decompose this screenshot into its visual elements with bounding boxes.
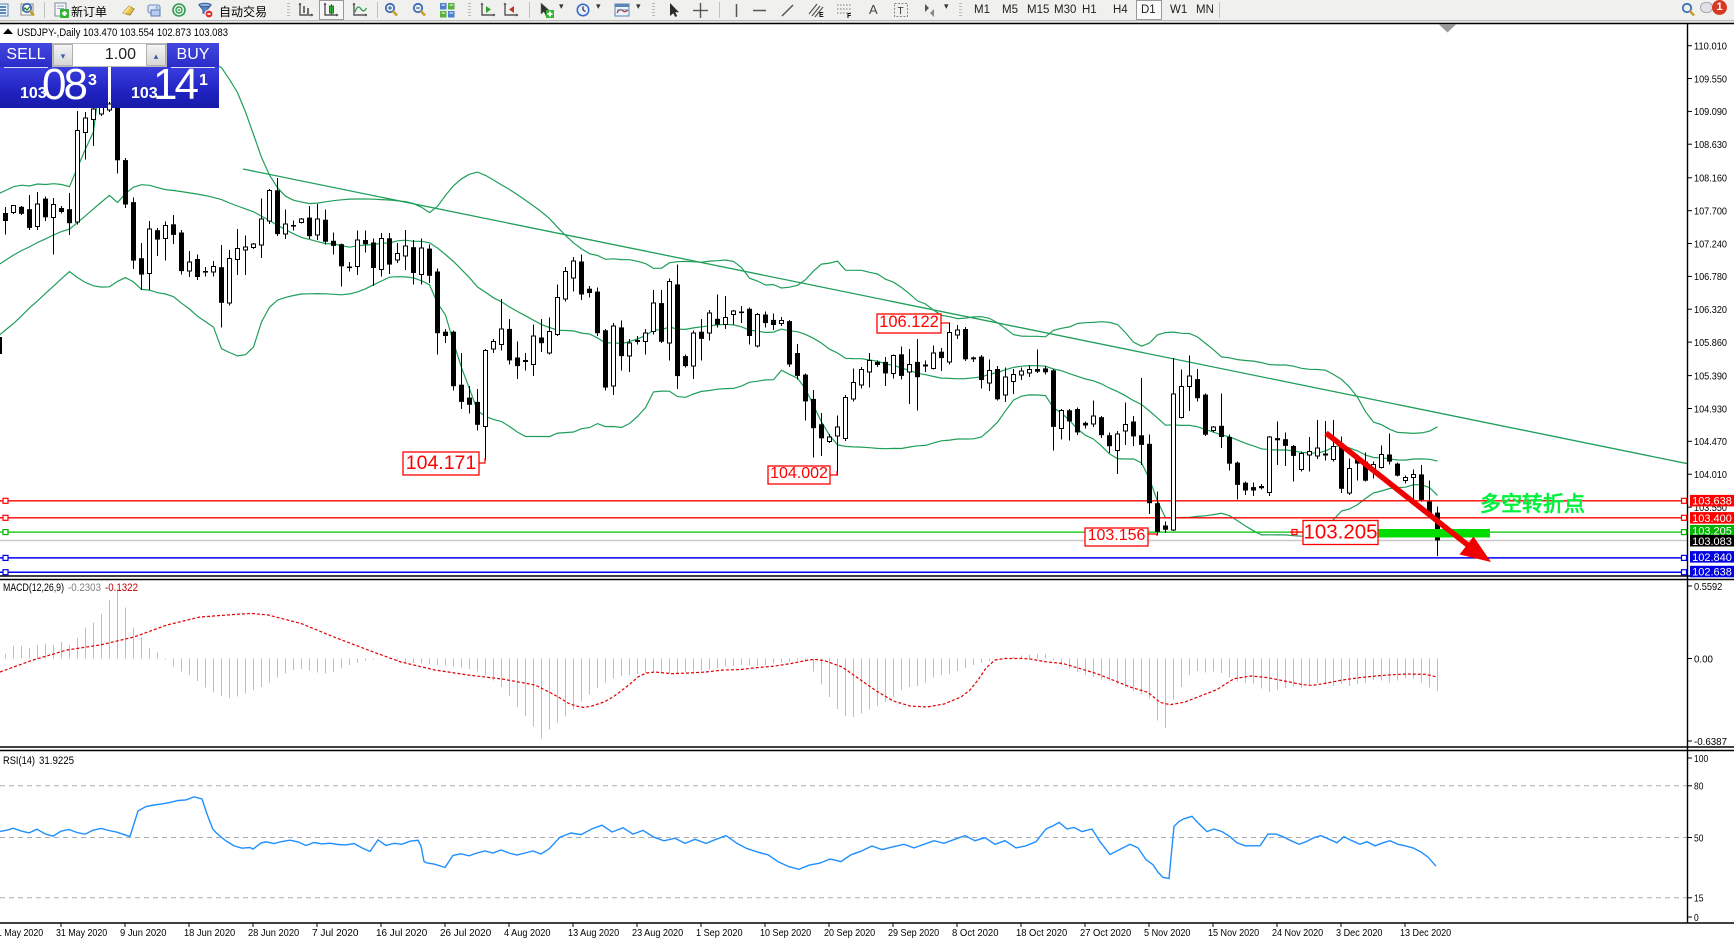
svg-text:105.390: 105.390 (1694, 370, 1727, 382)
svg-text:107.700: 107.700 (1694, 206, 1727, 218)
svg-text:104.010: 104.010 (1694, 469, 1727, 481)
svg-text:18 Oct 2020: 18 Oct 2020 (1016, 927, 1067, 939)
svg-text:103.400: 103.400 (1692, 513, 1732, 525)
svg-text:105.860: 105.860 (1694, 337, 1727, 349)
svg-text:24 Nov 2020: 24 Nov 2020 (1272, 927, 1323, 939)
svg-text:103.638: 103.638 (1692, 496, 1732, 508)
svg-text:USDJPY-,Daily 103.470 103.554: USDJPY-,Daily 103.470 103.554 102.873 10… (17, 27, 228, 39)
svg-text:103.205: 103.205 (1303, 521, 1377, 544)
svg-text:16 Jul 2020: 16 Jul 2020 (376, 927, 427, 939)
svg-text:RSI(14): RSI(14) (3, 755, 35, 767)
svg-text:9 Jun 2020: 9 Jun 2020 (120, 927, 167, 939)
svg-text:29 Sep 2020: 29 Sep 2020 (888, 927, 939, 939)
svg-text:102.638: 102.638 (1692, 567, 1732, 579)
svg-text:-0.2303: -0.2303 (68, 582, 101, 594)
svg-text:106.122: 106.122 (879, 313, 939, 331)
svg-text:8 Oct 2020: 8 Oct 2020 (952, 927, 999, 939)
svg-text:107.240: 107.240 (1694, 238, 1727, 250)
svg-text:104.930: 104.930 (1694, 403, 1727, 415)
svg-text:F: F (847, 13, 852, 19)
svg-text:5 Nov 2020: 5 Nov 2020 (1144, 927, 1191, 939)
svg-text:27 Oct 2020: 27 Oct 2020 (1080, 927, 1131, 939)
svg-text:110.010: 110.010 (1694, 41, 1727, 53)
svg-text:28 Jun 2020: 28 Jun 2020 (248, 927, 299, 939)
svg-text:15 Nov 2020: 15 Nov 2020 (1208, 927, 1259, 939)
svg-text:0: 0 (1694, 912, 1699, 924)
svg-text:80: 80 (1694, 781, 1704, 793)
svg-text:26 Jul 2020: 26 Jul 2020 (440, 927, 491, 939)
svg-text:-0.1322: -0.1322 (105, 582, 138, 594)
svg-text:15: 15 (1694, 893, 1704, 905)
svg-text:23 Aug 2020: 23 Aug 2020 (632, 927, 683, 939)
svg-text:100: 100 (1694, 753, 1708, 765)
svg-text:108.630: 108.630 (1694, 139, 1727, 151)
svg-text:1 Sep 2020: 1 Sep 2020 (696, 927, 743, 939)
svg-text:108.160: 108.160 (1694, 173, 1727, 185)
svg-text:7 Jul 2020: 7 Jul 2020 (312, 927, 359, 939)
svg-text:10 Sep 2020: 10 Sep 2020 (760, 927, 811, 939)
svg-text:E: E (819, 12, 824, 19)
svg-text:-0.6387: -0.6387 (1694, 736, 1727, 748)
svg-text:13 Dec 2020: 13 Dec 2020 (1400, 927, 1451, 939)
svg-text:13 Aug 2020: 13 Aug 2020 (568, 927, 619, 939)
svg-text:104.171: 104.171 (406, 452, 477, 474)
svg-text:104.002: 104.002 (770, 465, 828, 482)
svg-text:0.00: 0.00 (1694, 653, 1713, 665)
svg-text:109.550: 109.550 (1694, 73, 1727, 85)
svg-text:104.470: 104.470 (1694, 436, 1727, 448)
svg-text:4 Aug 2020: 4 Aug 2020 (504, 927, 551, 939)
svg-text:多空转折点: 多空转折点 (1480, 492, 1585, 516)
svg-text:20 Sep 2020: 20 Sep 2020 (824, 927, 875, 939)
svg-text:103.205: 103.205 (1692, 526, 1732, 538)
svg-text:T: T (898, 6, 904, 17)
svg-text:103.083: 103.083 (1692, 536, 1732, 548)
svg-text:102.840: 102.840 (1692, 552, 1732, 564)
svg-text:103.156: 103.156 (1088, 527, 1146, 544)
svg-text:106.320: 106.320 (1694, 304, 1727, 316)
svg-text:50: 50 (1694, 832, 1704, 844)
svg-text:21 May 2020: 21 May 2020 (0, 927, 43, 939)
svg-text:31.9225: 31.9225 (39, 755, 74, 767)
svg-text:MACD(12,26,9): MACD(12,26,9) (3, 582, 64, 594)
svg-text:0.5592: 0.5592 (1694, 581, 1722, 593)
svg-text:106.780: 106.780 (1694, 271, 1727, 283)
svg-text:31 May 2020: 31 May 2020 (56, 927, 107, 939)
svg-text:18 Jun 2020: 18 Jun 2020 (184, 927, 235, 939)
svg-text:109.090: 109.090 (1694, 106, 1727, 118)
svg-text:3 Dec 2020: 3 Dec 2020 (1336, 927, 1383, 939)
